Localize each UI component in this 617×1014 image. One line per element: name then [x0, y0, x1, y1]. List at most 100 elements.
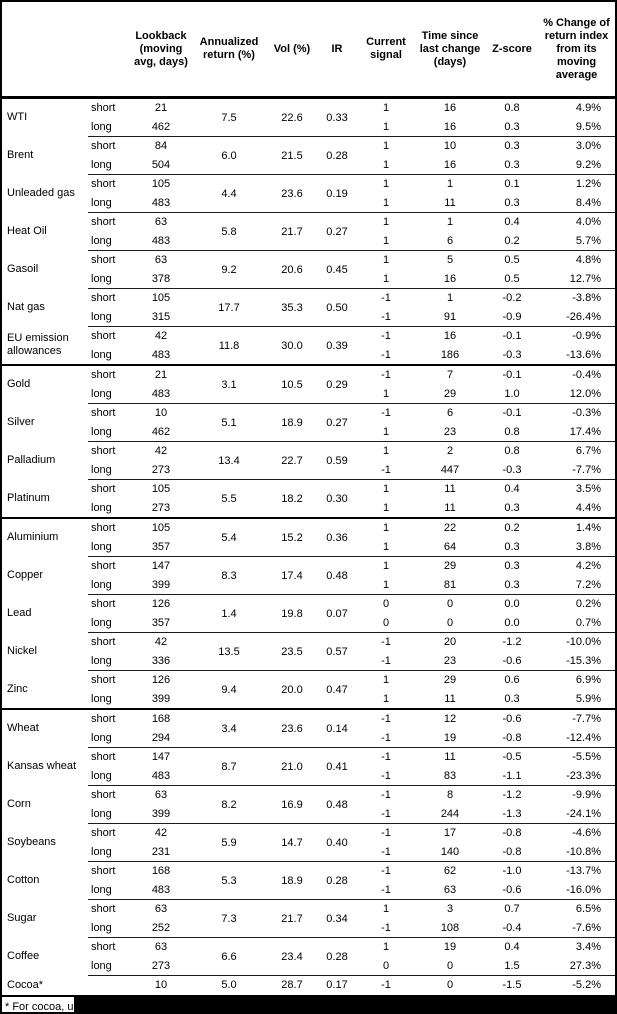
leg-label: short [88, 861, 132, 881]
current-signal-value: 1 [382, 120, 390, 133]
pct-change-value: 17.4% [569, 425, 601, 438]
pct-change-value: -7.7% [572, 463, 601, 476]
current-signal-value: -1 [358, 632, 414, 652]
time-since-value: 16 [443, 102, 457, 115]
current-signal-value: 1 [358, 670, 414, 690]
pct-change-value: 4.2% [538, 556, 615, 576]
header-cell-current-signal: Current signal [358, 2, 414, 99]
lookback-value: 63 [132, 250, 190, 270]
z-score-value: -0.9 [502, 310, 522, 323]
lookback-value: 21 [154, 102, 168, 115]
z-score-value: -0.6 [502, 654, 522, 667]
z-score-value: 1.0 [504, 387, 520, 400]
current-signal-value: 1 [382, 102, 390, 115]
commodity-name: Copper [7, 569, 44, 581]
commodity-name: Wheat [2, 708, 88, 748]
z-score-value: 0.2 [504, 234, 520, 247]
ir-value: 0.27 [316, 403, 358, 442]
pct-change-value: -12.4% [566, 731, 601, 744]
current-signal-value: 1 [358, 937, 414, 957]
lookback-value: 84 [132, 136, 190, 156]
pct-change-value: -13.6% [566, 348, 601, 361]
annualized-return-value: 1.4 [190, 594, 268, 633]
ir-value: 0.14 [316, 708, 358, 748]
time-since-value: 1 [414, 288, 486, 308]
ir-value: 0.28 [316, 861, 358, 900]
annualized-return-value: 3.1 [190, 364, 268, 404]
time-since-value: 3 [414, 899, 486, 919]
leg-label: short [88, 556, 132, 576]
pct-change-value: 5.7% [575, 234, 601, 247]
leg-label: short [91, 102, 116, 115]
lookback-value: 483 [151, 196, 171, 209]
time-since-value: 244 [440, 807, 460, 820]
commodity-name: Coffee [7, 950, 40, 962]
z-score-value: 0.3 [504, 692, 520, 705]
pct-change-value: 3.5% [538, 479, 615, 499]
header-cell-leg [88, 2, 132, 99]
table-row: long 357 1 64 0.3 3.8% [2, 538, 615, 557]
annualized-return-value: 3.4 [190, 708, 268, 748]
z-score-value: 0.6 [486, 670, 538, 690]
ir-value: 0.40 [316, 823, 358, 862]
pct-change-value: 1.4% [538, 517, 615, 538]
table-row: Zinc short 126 9.4 20.0 0.47 1 29 0.6 6.9% [2, 670, 615, 709]
lookback-value: 357 [151, 540, 171, 553]
table-row: EU emission allowances short 42 11.8 30.0 0.3… [2, 326, 615, 365]
pct-change-value: 4.8% [538, 250, 615, 270]
table-row: Coffee short 63 6.6 23.4 0.28 1 19 0.4 3.4% [2, 937, 615, 976]
pct-change-value: -15.3% [566, 654, 601, 667]
current-signal-value: 1 [382, 578, 390, 591]
time-since-value: 19 [443, 731, 457, 744]
leg-label: long [91, 158, 112, 171]
table-row: Cotton short 168 5.3 18.9 0.28 -1 62 -1.0 -13.7% [2, 861, 615, 900]
ir-value: 0.48 [316, 785, 358, 824]
ir-value: 0.39 [316, 326, 358, 365]
lookback-value: 168 [132, 861, 190, 881]
time-since-value: 447 [440, 463, 460, 476]
vol-value: 35.3 [268, 288, 316, 327]
ir-value: 0.27 [316, 212, 358, 251]
lookback-value: 42 [132, 326, 190, 346]
vol-value: 15.2 [268, 517, 316, 557]
current-signal-value: 1 [358, 174, 414, 194]
commodity-name: Brent [7, 149, 34, 161]
pct-change-value: 4.4% [575, 501, 601, 514]
lookback-value: 10 [132, 403, 190, 423]
lookback-value: 399 [151, 692, 171, 705]
lookback-value: 483 [151, 348, 171, 361]
pct-change-value: 4.9% [575, 102, 601, 115]
header-cell-pct-change: % Change of return index from its moving… [538, 2, 615, 99]
time-since-value: 0 [446, 616, 454, 629]
commodity-name: Gold [2, 364, 88, 404]
current-signal-value: -1 [381, 845, 391, 858]
signals-table: Lookback (moving avg, days) Annualized r… [2, 2, 615, 997]
pct-change-value: -13.7% [538, 861, 615, 881]
commodity-name: Corn [7, 798, 31, 810]
z-score-value: 0.4 [486, 212, 538, 232]
time-since-value: 81 [443, 578, 457, 591]
z-score-value: -0.8 [486, 823, 538, 843]
current-signal-value: -1 [358, 785, 414, 805]
table-row: Lead short 126 1.4 19.8 0.07 0 0 0.0 0.2% [2, 594, 615, 633]
time-since-value: 6 [446, 234, 454, 247]
lookback-value: 105 [132, 288, 190, 308]
z-score-value: -1.5 [486, 975, 538, 997]
vol-value: 16.9 [268, 785, 316, 824]
vol-value: 23.6 [268, 174, 316, 213]
z-score-value: 0.1 [486, 174, 538, 194]
pct-change-value: -26.4% [566, 310, 601, 323]
annualized-return-value: 9.4 [190, 670, 268, 709]
vol-value: 21.7 [268, 212, 316, 251]
header-cell-ir: IR [316, 2, 358, 99]
header-cell-z-score: Z-score [486, 2, 538, 99]
leg-label: short [88, 250, 132, 270]
time-since-value: 11 [414, 479, 486, 499]
ir-value: 0.17 [316, 975, 358, 997]
table-row: long 462 1 16 0.3 9.5% [2, 118, 615, 137]
leg-label: long [91, 120, 112, 133]
leg-label: long [91, 540, 112, 553]
leg-label: short [88, 899, 132, 919]
lookback-value: 399 [151, 807, 171, 820]
z-score-value: -0.3 [502, 463, 522, 476]
